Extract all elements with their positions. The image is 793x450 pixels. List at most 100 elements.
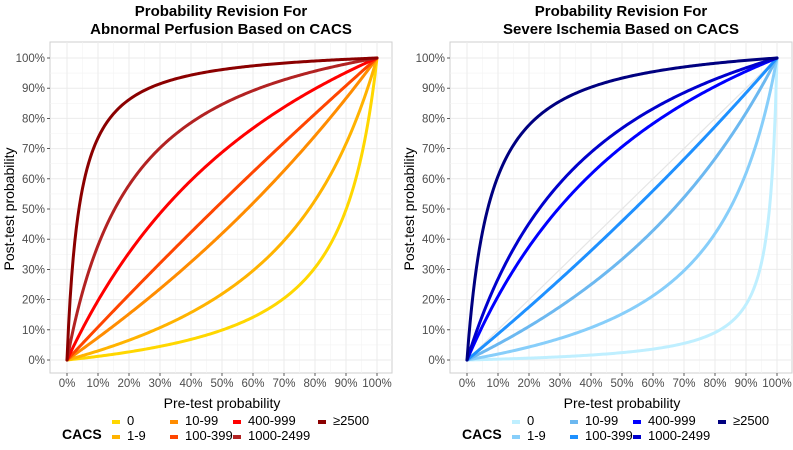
series-line-1 bbox=[465, 56, 779, 362]
x-axis-title: Pre-test probability bbox=[564, 395, 681, 411]
legend-label: 10-99 bbox=[585, 413, 618, 428]
legend-swatch-7 bbox=[718, 420, 726, 424]
x-tick-label: 40% bbox=[179, 378, 202, 390]
x-tick-label: 70% bbox=[272, 378, 295, 390]
y-tick-label: 30% bbox=[422, 264, 445, 276]
y-tick-label: 20% bbox=[22, 295, 45, 307]
y-tick-label: 80% bbox=[22, 113, 45, 125]
y-tick-label: 60% bbox=[422, 174, 445, 186]
x-tick-label: 90% bbox=[334, 378, 357, 390]
legend-label: ≥2500 bbox=[333, 413, 369, 428]
y-tick-label: 90% bbox=[22, 83, 45, 95]
x-tick-label: 0% bbox=[59, 378, 76, 390]
series-line-6 bbox=[65, 56, 379, 362]
y-tick-label: 50% bbox=[22, 204, 45, 216]
legend-swatch-5 bbox=[233, 420, 241, 424]
x-tick-label: 100% bbox=[362, 378, 391, 390]
y-tick-label: 40% bbox=[422, 234, 445, 246]
chart-title: Abnormal Perfusion Based on CACS bbox=[90, 21, 352, 38]
legend-swatch-4 bbox=[570, 435, 578, 439]
y-tick-label: 90% bbox=[422, 83, 445, 95]
series-line-6 bbox=[465, 56, 779, 362]
y-tick-label: 20% bbox=[422, 295, 445, 307]
legend-swatch-5 bbox=[633, 420, 641, 424]
reference-diagonal-line bbox=[466, 57, 778, 361]
series-line-2 bbox=[465, 56, 779, 362]
series-line-2 bbox=[65, 56, 379, 362]
y-tick-label: 50% bbox=[422, 204, 445, 216]
legend-label: 100-399 bbox=[585, 428, 633, 443]
legend-label: 100-399 bbox=[185, 428, 233, 443]
y-tick-label: 30% bbox=[22, 264, 45, 276]
legend-label: ≥2500 bbox=[733, 413, 769, 428]
legend-swatch-2 bbox=[112, 435, 120, 439]
series-line-3 bbox=[65, 56, 379, 362]
legend-label: 0 bbox=[527, 413, 534, 428]
y-tick-label: 60% bbox=[22, 174, 45, 186]
y-tick-label: 100% bbox=[16, 53, 45, 65]
y-tick-label: 100% bbox=[416, 53, 445, 65]
series-line-5 bbox=[65, 56, 379, 362]
x-tick-label: 50% bbox=[610, 378, 633, 390]
chart-title: Probability Revision For bbox=[535, 3, 708, 20]
chart-title: Probability Revision For bbox=[135, 3, 308, 20]
legend-label: 10-99 bbox=[185, 413, 218, 428]
series-line-1 bbox=[65, 56, 379, 362]
plot-area bbox=[449, 41, 793, 374]
y-tick-label: 80% bbox=[422, 113, 445, 125]
x-tick-label: 20% bbox=[117, 378, 140, 390]
y-tick-label: 70% bbox=[22, 144, 45, 156]
x-tick-label: 100% bbox=[762, 378, 791, 390]
legend-swatch-7 bbox=[318, 420, 326, 424]
legend-title: CACS bbox=[62, 426, 102, 442]
x-axis-title: Pre-test probability bbox=[164, 395, 281, 411]
legend-label: 1000-2499 bbox=[648, 428, 710, 443]
chart-title: Severe Ischemia Based on CACS bbox=[503, 21, 739, 38]
series-line-4 bbox=[65, 56, 379, 362]
legend-swatch-1 bbox=[512, 420, 520, 424]
y-tick-label: 70% bbox=[422, 144, 445, 156]
series-line-7 bbox=[65, 56, 379, 362]
legend-label: 400-999 bbox=[648, 413, 696, 428]
legend-label: 400-999 bbox=[248, 413, 296, 428]
legend-swatch-6 bbox=[633, 435, 641, 439]
x-tick-label: 70% bbox=[672, 378, 695, 390]
legend-label: 1-9 bbox=[527, 428, 546, 443]
legend-swatch-1 bbox=[112, 420, 120, 424]
x-tick-label: 60% bbox=[641, 378, 664, 390]
legend-label: 0 bbox=[127, 413, 134, 428]
series-line-7 bbox=[465, 56, 779, 362]
x-tick-label: 60% bbox=[241, 378, 264, 390]
legend-title: CACS bbox=[462, 426, 502, 442]
x-tick-label: 0% bbox=[459, 378, 476, 390]
x-tick-label: 40% bbox=[579, 378, 602, 390]
series-line-5 bbox=[465, 56, 779, 362]
legend-swatch-3 bbox=[570, 420, 578, 424]
x-tick-label: 80% bbox=[303, 378, 326, 390]
legend-label: 1-9 bbox=[127, 428, 146, 443]
series-line-4 bbox=[465, 56, 779, 362]
legend-swatch-3 bbox=[170, 420, 178, 424]
y-tick-label: 10% bbox=[22, 325, 45, 337]
x-tick-label: 20% bbox=[517, 378, 540, 390]
series-line-3 bbox=[465, 56, 779, 362]
x-tick-label: 30% bbox=[148, 378, 171, 390]
x-tick-label: 80% bbox=[703, 378, 726, 390]
y-axis-title: Post-test probability bbox=[401, 148, 417, 271]
y-axis-title: Post-test probability bbox=[1, 148, 17, 271]
legend-swatch-2 bbox=[512, 435, 520, 439]
x-tick-label: 10% bbox=[86, 378, 109, 390]
x-tick-label: 30% bbox=[548, 378, 571, 390]
y-tick-label: 10% bbox=[422, 325, 445, 337]
x-tick-label: 10% bbox=[486, 378, 509, 390]
legend-swatch-6 bbox=[233, 435, 241, 439]
y-tick-label: 0% bbox=[28, 355, 45, 367]
legend-swatch-4 bbox=[170, 435, 178, 439]
legend-label: 1000-2499 bbox=[248, 428, 310, 443]
y-tick-label: 40% bbox=[22, 234, 45, 246]
